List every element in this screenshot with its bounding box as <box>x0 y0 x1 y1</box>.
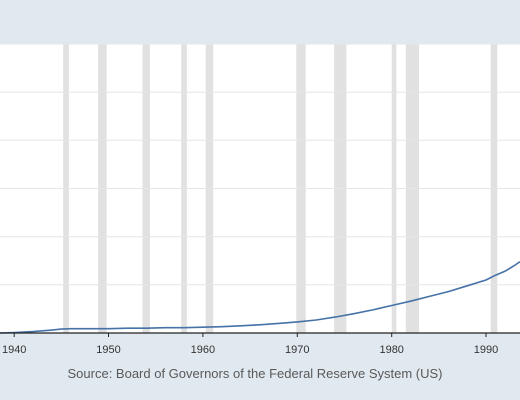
gridlines <box>0 43 520 286</box>
x-tick-label: 1940 <box>2 344 26 356</box>
x-tick-label: 1960 <box>191 344 215 356</box>
x-tick-label: 1980 <box>379 344 403 356</box>
series-group <box>0 261 520 334</box>
chart-header-band <box>0 0 520 44</box>
x-tick-label: 1970 <box>285 344 309 356</box>
x-axis-ticks: 1940 1950 1960 1970 1980 1990 <box>2 333 498 356</box>
x-tick-label: 1990 <box>474 344 498 356</box>
source-note: Source: Board of Governors of the Federa… <box>67 366 443 381</box>
series-line <box>0 261 520 334</box>
x-tick-label: 1950 <box>96 344 120 356</box>
